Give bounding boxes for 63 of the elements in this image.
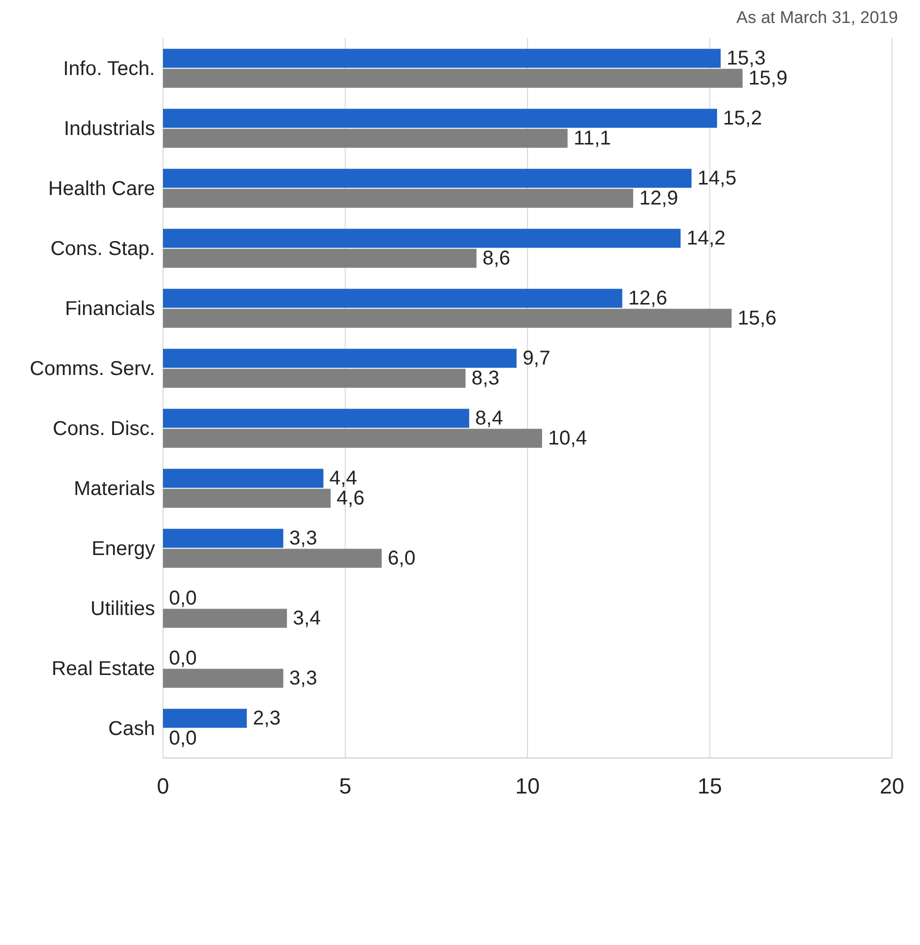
x-tick-label: 15 xyxy=(698,774,722,799)
bar xyxy=(163,108,718,128)
data-label: 8,3 xyxy=(472,367,500,390)
data-label: 8,6 xyxy=(482,247,510,270)
bar xyxy=(163,608,287,628)
y-tick-label: Comms. Serv. xyxy=(30,358,155,380)
data-label: 14,5 xyxy=(698,167,736,190)
bar xyxy=(163,168,692,188)
y-tick-label: Materials xyxy=(74,478,155,500)
data-label: 12,6 xyxy=(628,287,668,310)
text: As at March 31, 2019 xyxy=(735,8,899,28)
bar xyxy=(163,288,622,308)
x-tick-label: 10 xyxy=(515,774,540,799)
data-label: 10,4 xyxy=(548,427,588,450)
data-label: 6,0 xyxy=(388,547,416,570)
y-tick-label: Cash xyxy=(108,718,155,740)
y-tick-label: Info. Tech. xyxy=(63,58,155,80)
bar xyxy=(163,248,476,268)
bar xyxy=(163,428,542,448)
y-tick-label: Industrials xyxy=(64,118,155,140)
data-label: 15,6 xyxy=(738,307,777,330)
bar xyxy=(163,528,284,548)
data-label: 3,3 xyxy=(289,527,318,550)
data-label: 4,6 xyxy=(336,487,364,510)
bar xyxy=(163,68,743,88)
data-label: 3,3 xyxy=(289,667,318,690)
data-label: 3,4 xyxy=(292,607,321,630)
data-label: 14,2 xyxy=(686,227,726,250)
bar xyxy=(163,228,681,248)
y-tick-label: Cons. Disc. xyxy=(52,418,155,440)
data-label: 11,1 xyxy=(574,127,612,150)
data-label: 9,7 xyxy=(522,347,550,370)
bar xyxy=(163,548,382,568)
data-label: 0,0 xyxy=(169,647,197,670)
x-tick-label: 0 xyxy=(156,774,170,799)
x-tick-label: 20 xyxy=(880,774,904,799)
bar xyxy=(163,408,470,428)
data-label: 15,9 xyxy=(748,67,788,90)
data-label: 0,0 xyxy=(169,727,197,750)
bar xyxy=(163,308,732,328)
y-tick-label: Cons. Stap. xyxy=(50,238,155,260)
bar xyxy=(163,128,568,148)
bar xyxy=(163,188,634,208)
x-tick-label: 5 xyxy=(339,774,352,799)
y-tick-label: Utilities xyxy=(90,598,155,620)
bar xyxy=(163,348,517,368)
y-tick-label: Real Estate xyxy=(52,658,155,680)
y-tick-label: Health Care xyxy=(48,178,155,200)
data-label: 8,4 xyxy=(475,407,503,430)
data-label: 2,3 xyxy=(252,707,281,730)
bar xyxy=(163,708,247,728)
y-tick-label: Financials xyxy=(64,298,155,320)
data-label: 15,3 xyxy=(726,47,766,70)
data-label: 12,9 xyxy=(639,187,678,210)
data-label: 4,4 xyxy=(329,467,358,490)
bar xyxy=(163,488,331,508)
data-label: 0,0 xyxy=(169,587,197,610)
y-tick-label: Energy xyxy=(92,538,155,560)
data-label: 15,2 xyxy=(723,107,762,130)
bar xyxy=(163,48,721,68)
bar xyxy=(163,668,284,688)
bar xyxy=(163,368,466,388)
bar xyxy=(163,468,324,488)
